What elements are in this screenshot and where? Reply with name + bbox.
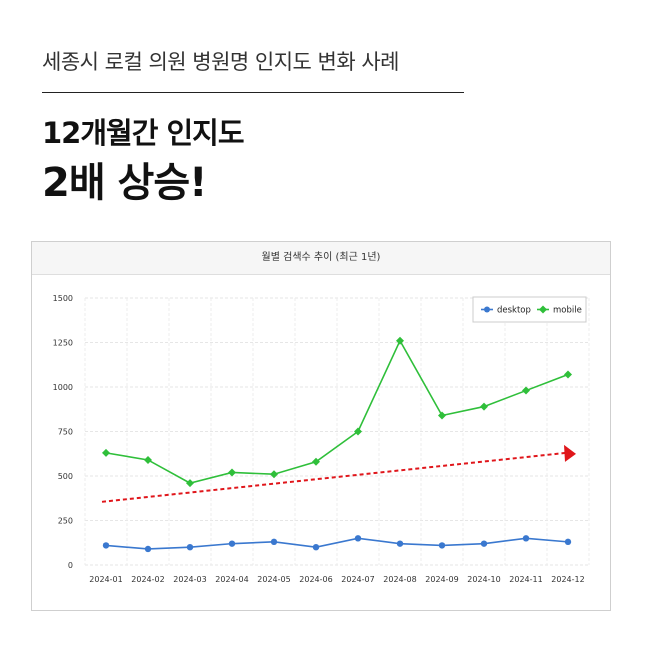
point-desktop [186, 544, 194, 551]
x-tick-label: 2024-05 [257, 575, 290, 584]
point-mobile [102, 448, 110, 457]
point-desktop [396, 540, 404, 547]
point-desktop [564, 538, 572, 546]
point-desktop [438, 542, 446, 549]
trend-line [101, 451, 567, 503]
y-tick-label: 1500 [53, 294, 73, 303]
x-tick-label: 2024-10 [467, 575, 500, 584]
y-tick-label: 1000 [53, 383, 73, 392]
point-mobile [312, 457, 320, 466]
headline-line1: 12개월간 인지도 [42, 116, 245, 150]
line-chart: 0 250 500 750 1000 1250 1500 2024-01 2024-02 2024… [53, 294, 590, 584]
legend-marker-mobile [539, 305, 547, 314]
x-tick-label: 2024-11 [509, 575, 542, 584]
point-desktop [480, 540, 488, 547]
legend-label-desktop: desktop [497, 306, 531, 316]
x-tick-label: 2024-04 [215, 575, 248, 584]
y-tick-label: 250 [58, 517, 73, 526]
x-tick-label: 2024-03 [173, 575, 206, 584]
x-tick-label: 2024-08 [383, 575, 416, 584]
point-mobile [144, 455, 152, 464]
chart-panel: 월별 검색수 추이 (최근 1년) 0 250 500 750 1000 1250 1500… [31, 241, 611, 611]
series-line-desktop [105, 537, 569, 550]
headline-line2: 2배 상승! [42, 160, 207, 206]
x-tick-label: 2024-01 [89, 575, 122, 584]
point-desktop [270, 538, 278, 546]
x-tick-label: 2024-07 [341, 575, 374, 584]
point-desktop [102, 542, 110, 549]
point-mobile [438, 411, 446, 420]
y-tick-label: 1250 [53, 339, 73, 348]
point-mobile [480, 402, 488, 411]
divider [42, 92, 464, 93]
point-desktop [312, 544, 320, 551]
legend-label-mobile: mobile [553, 306, 582, 316]
point-mobile [522, 386, 530, 395]
x-tick-label: 2024-12 [551, 575, 584, 584]
point-mobile [186, 479, 194, 488]
point-desktop [354, 535, 362, 542]
y-tick-label: 750 [58, 428, 73, 437]
point-mobile [354, 427, 362, 436]
y-tick-label: 500 [58, 472, 73, 481]
point-desktop [522, 535, 530, 542]
x-tick-label: 2024-02 [131, 575, 164, 584]
chart-title: 월별 검색수 추이 (최근 1년) [32, 242, 610, 275]
trend-arrowhead [564, 444, 576, 462]
point-desktop [144, 545, 152, 553]
point-mobile [270, 470, 278, 479]
series-line-mobile [105, 338, 569, 484]
subtitle: 세종시 로컬 의원 병원명 인지도 변화 사례 [42, 50, 400, 74]
x-tick-label: 2024-09 [425, 575, 458, 584]
point-mobile [564, 370, 572, 379]
legend-marker-desktop [484, 306, 490, 313]
y-tick-label: 0 [68, 561, 73, 570]
point-mobile [228, 468, 236, 477]
point-desktop [228, 540, 236, 547]
point-mobile [396, 336, 404, 345]
x-tick-label: 2024-06 [299, 575, 332, 584]
